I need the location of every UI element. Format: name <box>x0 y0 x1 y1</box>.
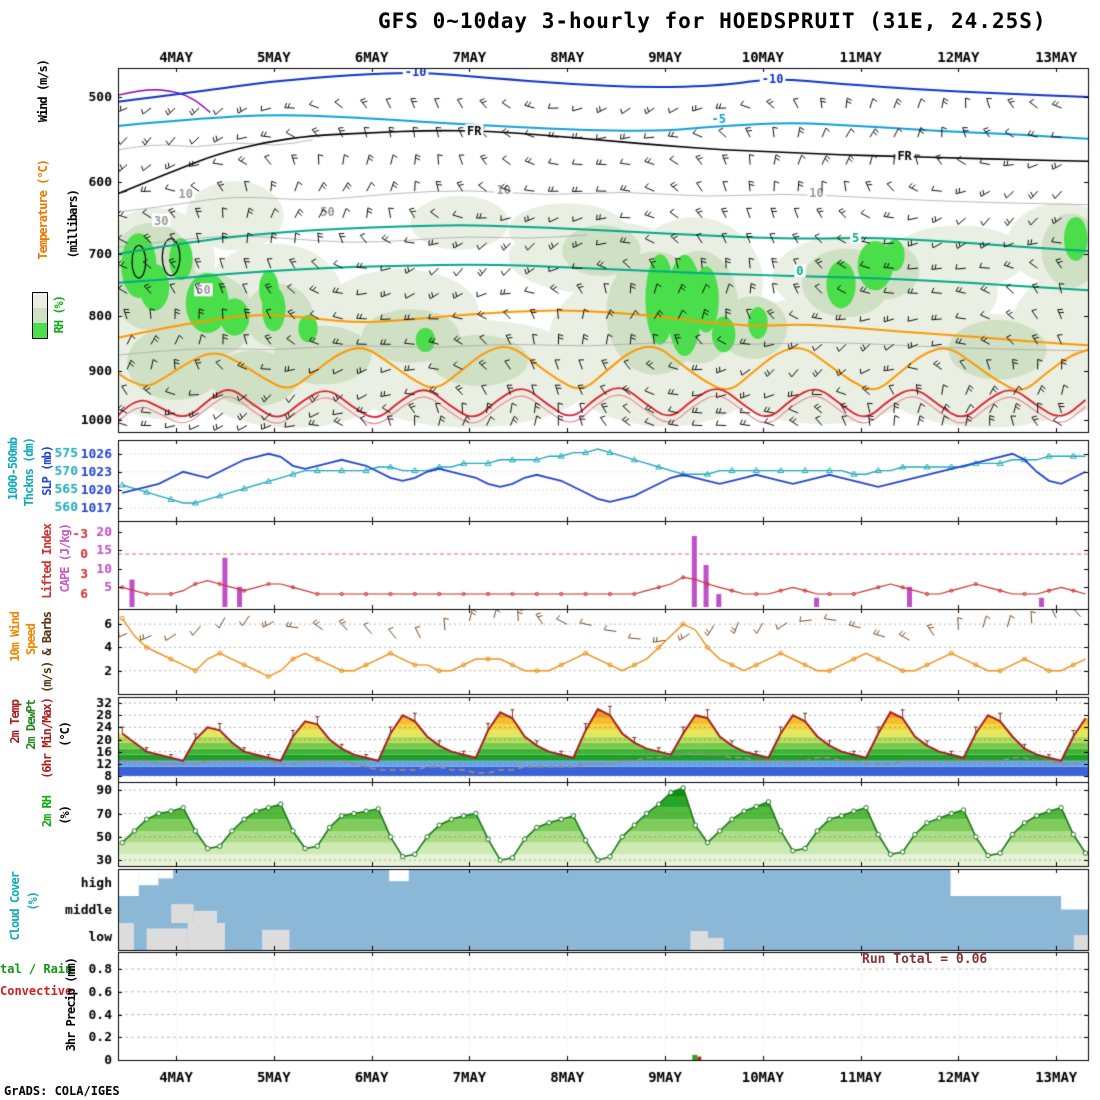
axis-label-thickness-1: 1000-500mb <box>6 438 20 501</box>
axis-label-2m-temp: 2m Temp <box>8 700 22 744</box>
axis-label-2m-dewpt: 2m DewPt <box>24 700 38 750</box>
axis-label-cape: CAPE (J/kg) <box>58 524 72 593</box>
axis-label-rh-percent: (%) <box>58 806 72 825</box>
axis-label-cloud-cover: Cloud Cover <box>8 872 22 941</box>
axis-label-temperature: Temperature (°C) <box>36 160 50 260</box>
axis-label-3hr-precip: 3hr Precip (mm) <box>64 958 78 1052</box>
rh-colorbar-legend <box>32 292 48 339</box>
axis-label-wind: Wind (m/s) <box>36 60 50 123</box>
axis-label-wind10m-1: 10m Wind <box>8 612 22 662</box>
axis-label-cloud-percent: (%) <box>26 892 40 911</box>
axis-label-minmax: (6hr Min/Max) <box>40 698 54 779</box>
legend-total-rain: tal / Rain <box>0 962 73 976</box>
axis-label-lifted-index: Lifted Index <box>40 524 54 599</box>
axis-label-wind10m-2: Speed <box>24 624 38 656</box>
axis-label-slp: SLP (mb) <box>40 446 54 496</box>
axis-label-wind10m-3: (m/s) & Barbs <box>40 612 54 693</box>
run-total-text: Run Total = 0.06 <box>862 952 988 967</box>
axis-label-celsius: (°C) <box>58 722 72 747</box>
page-title: GFS 0~10day 3-hourly for HOEDSPRUIT (31E… <box>378 9 1047 33</box>
grads-credit: GrADS: COLA/IGES <box>4 1084 120 1098</box>
axis-label-rh: RH (%) <box>52 296 66 334</box>
axis-label-2m-rh: 2m RH <box>40 796 54 828</box>
axis-label-millibars: (millibars) <box>66 190 80 259</box>
axis-label-thickness-2: Thckns (dm) <box>22 438 36 507</box>
legend-convective: Convective <box>0 984 73 998</box>
